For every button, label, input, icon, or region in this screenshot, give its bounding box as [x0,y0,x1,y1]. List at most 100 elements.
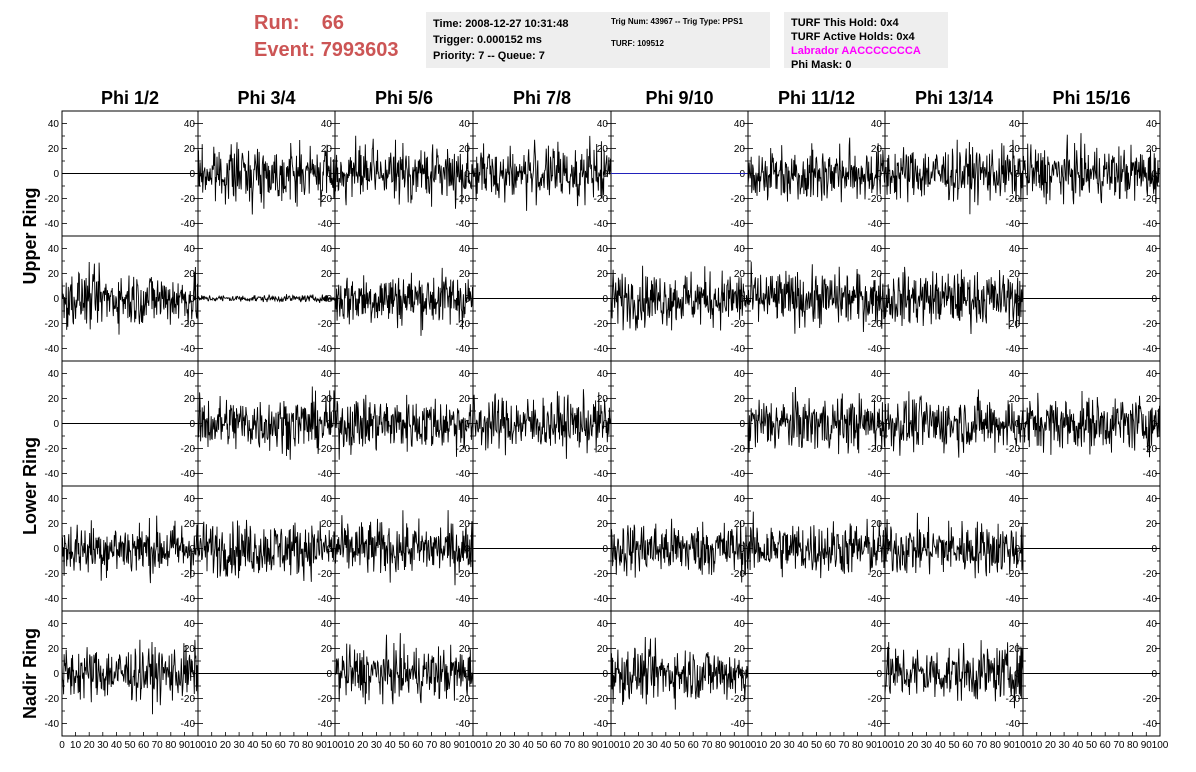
y-tick-label: -40 [868,344,883,355]
waveform-trace [884,266,1024,335]
y-tick-label: -20 [868,444,883,455]
x-tick-label: 80 [440,740,452,751]
y-tick-label: -40 [868,219,883,230]
x-tick-label: 30 [1059,740,1071,751]
y-tick-label: -20 [731,694,746,705]
y-tick-label: 20 [1146,144,1158,155]
y-tick-label: 20 [597,644,609,655]
x-tick-label: 90 [1141,740,1153,751]
x-tick-label: 100 [603,740,620,751]
y-tick-label: 20 [871,519,883,530]
y-tick-label: 0 [602,419,608,430]
x-tick-label: 10 [206,740,218,751]
x-tick-label: 90 [592,740,604,751]
y-tick-label: 40 [48,619,60,630]
y-tick-label: -20 [868,569,883,580]
y-tick-label: 40 [734,369,746,380]
x-tick-label: 60 [962,740,974,751]
y-tick-label: 40 [459,119,471,130]
y-tick-label: -40 [594,594,609,605]
x-tick-label: 70 [1113,740,1125,751]
x-tick-label: 100 [1015,740,1032,751]
y-tick-label: 40 [48,494,60,505]
x-tick-label: 20 [357,740,369,751]
y-tick-label: -40 [868,469,883,480]
y-tick-label: -40 [731,344,746,355]
y-tick-label: -20 [181,194,196,205]
waveform-trace [884,512,1024,579]
y-tick-label: -40 [456,469,471,480]
y-tick-label: 40 [1009,244,1021,255]
y-tick-label: -40 [1006,469,1021,480]
y-tick-label: 40 [1146,494,1158,505]
y-tick-label: 20 [184,144,196,155]
y-tick-label: 40 [734,119,746,130]
y-tick-label: -40 [731,594,746,605]
waveform-trace [334,510,474,586]
y-tick-label: -40 [1006,344,1021,355]
column-title: Phi 3/4 [237,88,295,108]
y-tick-label: -20 [1143,694,1158,705]
x-tick-label: 10 [70,740,82,751]
y-tick-label: -20 [594,319,609,330]
waveform-trace [334,135,474,209]
x-tick-label: 10 [343,740,355,751]
y-tick-label: -20 [456,694,471,705]
y-tick-label: 40 [184,369,196,380]
y-tick-label: 20 [459,269,471,280]
y-tick-label: -40 [868,719,883,730]
y-tick-label: 40 [734,244,746,255]
waveform-trace [61,515,199,584]
column-title: Phi 13/14 [915,88,993,108]
x-tick-label: 60 [138,740,150,751]
y-tick-label: -40 [318,344,333,355]
y-tick-label: 40 [1146,119,1158,130]
x-tick-label: 0 [59,740,65,751]
y-tick-label: -20 [318,194,333,205]
x-tick-label: 40 [797,740,809,751]
y-tick-label: -40 [1143,469,1158,480]
y-tick-label: 40 [321,119,333,130]
y-tick-label: 20 [321,394,333,405]
y-tick-label: 0 [1151,294,1157,305]
event-label: Event: [254,39,316,61]
y-tick-label: 0 [189,169,195,180]
waveform-trace [197,139,336,215]
y-tick-label: 20 [734,144,746,155]
y-tick-label: 20 [597,144,609,155]
y-tick-label: -40 [1143,594,1158,605]
y-tick-label: 0 [602,669,608,680]
y-tick-label: -40 [731,219,746,230]
y-tick-label: 0 [189,294,195,305]
y-tick-label: 20 [184,269,196,280]
y-tick-label: -20 [181,694,196,705]
y-tick-label: -40 [181,719,196,730]
y-tick-label: -20 [45,319,60,330]
y-tick-label: 0 [464,419,470,430]
trigger-text: Trigger: 0.000152 ms [433,34,542,46]
waveform-trace [197,294,336,303]
y-tick-label: 40 [459,494,471,505]
waveform-trace [472,389,612,459]
waveform-trace [610,518,749,583]
x-tick-label: 70 [288,740,300,751]
y-tick-label: -20 [868,319,883,330]
waveform-trace [334,633,474,705]
y-tick-label: -40 [181,219,196,230]
y-tick-label: 20 [459,519,471,530]
x-tick-label: 40 [1072,740,1084,751]
y-tick-label: 20 [734,394,746,405]
y-tick-label: -20 [45,194,60,205]
waveform-trace [610,265,749,331]
y-tick-label: 20 [321,269,333,280]
run-value: 66 [321,12,345,34]
y-tick-label: 0 [326,294,332,305]
x-tick-label: 50 [948,740,960,751]
waveform-trace [197,519,336,582]
y-tick-label: -40 [45,469,60,480]
y-tick-label: 40 [871,619,883,630]
y-tick-label: -20 [868,194,883,205]
x-tick-label: 40 [247,740,259,751]
waveform-trace [747,137,886,203]
y-tick-label: -40 [45,594,60,605]
